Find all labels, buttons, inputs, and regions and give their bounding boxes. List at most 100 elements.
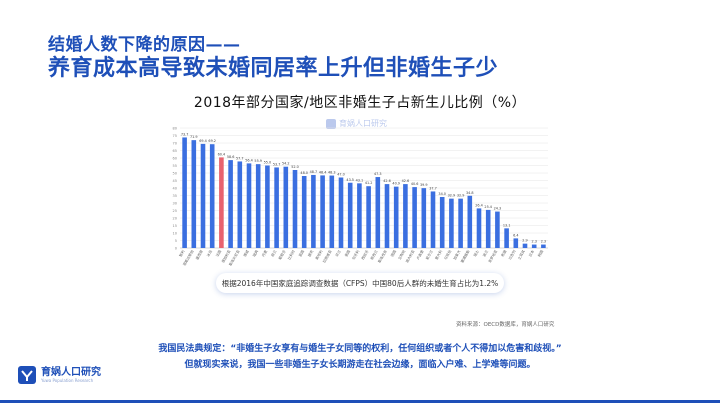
x-tick-label: 挪威 xyxy=(242,249,250,258)
x-tick-label: 匈牙利 xyxy=(351,249,361,261)
chart-title: 2018年部分国家/地区非婚生子占新生儿比例（%） xyxy=(193,95,527,111)
bar xyxy=(283,166,289,248)
x-tick-label: 英国 xyxy=(297,249,305,258)
x-tick-label: 葡萄牙 xyxy=(277,249,287,261)
x-tick-label: 土耳其 xyxy=(516,249,526,261)
y-tick-label: 25 xyxy=(173,209,177,213)
x-tick-label: 保加利亚 xyxy=(220,249,232,264)
y-tick-label: 40 xyxy=(173,187,177,191)
y-tick-label: 70 xyxy=(173,142,177,146)
bar xyxy=(384,184,390,248)
x-tick-label: 希腊 xyxy=(500,249,508,258)
bar xyxy=(347,182,353,248)
y-tick-label: 5 xyxy=(175,239,177,243)
y-tick-label: 20 xyxy=(173,217,177,221)
x-tick-label: 波兰 xyxy=(481,249,489,258)
y-tick-label: 80 xyxy=(173,127,177,131)
bar-value-label: 58.6 xyxy=(227,155,235,159)
bar-value-label: 37.7 xyxy=(429,186,437,190)
bar-value-label: 53.7 xyxy=(273,162,281,166)
bar-value-label: 42.6 xyxy=(402,179,410,183)
bar xyxy=(522,243,528,248)
bar-value-label: 47.3 xyxy=(374,172,382,176)
x-tick-label: 瑞典 xyxy=(251,249,259,258)
bar-value-label: 25.4 xyxy=(484,205,492,209)
x-tick-label: 美国 xyxy=(343,249,351,258)
x-tick-label: 冰岛 xyxy=(205,249,213,258)
bar-value-label: 71.9 xyxy=(190,135,198,139)
bar xyxy=(421,188,427,248)
x-tick-label: 智利 xyxy=(178,249,186,258)
bar-value-label: 2.9 xyxy=(522,239,527,243)
x-tick-label: 日本 xyxy=(527,249,535,258)
bar-value-label: 48.3 xyxy=(328,171,336,175)
bar-value-label: 6.4 xyxy=(513,233,518,237)
slide-title-line1: 结婚人数下降的原因—— xyxy=(48,35,241,55)
x-tick-label: 意大利 xyxy=(433,249,443,261)
bar xyxy=(504,228,509,248)
bar-value-label: 39.9 xyxy=(420,183,428,187)
bar-value-label: 73.7 xyxy=(181,132,189,136)
bar-value-label: 2.3 xyxy=(531,240,536,244)
bar xyxy=(265,165,270,248)
bar-value-label: 43.1 xyxy=(356,178,364,182)
bar xyxy=(403,184,408,248)
bar-value-label: 32.9 xyxy=(448,194,456,198)
bar-value-label: 57.7 xyxy=(236,156,244,160)
x-tick-label: 芬兰 xyxy=(334,249,342,258)
x-tick-label: 丹麦 xyxy=(260,249,268,258)
bar xyxy=(531,244,537,248)
bar xyxy=(219,157,224,248)
bar-value-label: 48.0 xyxy=(300,171,308,175)
quote-line1: 我国民法典规定：“非婚生子女享有与婚生子女同等的权利，任何组织或者个人不得加以危… xyxy=(158,344,562,354)
bar-value-label: 2.3 xyxy=(541,240,546,244)
bottom-accent-bar xyxy=(0,400,720,403)
y-tick-label: 75 xyxy=(173,134,177,138)
x-tick-label: 立陶宛 xyxy=(397,249,407,261)
bar xyxy=(209,144,215,248)
x-tick-label: 以色列 xyxy=(507,249,517,261)
bar xyxy=(292,170,298,248)
bar-value-label: 52.0 xyxy=(291,165,299,169)
logo-icon xyxy=(18,366,36,384)
x-tick-label: 西班牙 xyxy=(360,249,370,261)
y-tick-label: 60 xyxy=(173,157,177,161)
bar-value-label: 34.8 xyxy=(466,191,474,195)
bar xyxy=(458,198,463,248)
x-tick-label: 捷克 xyxy=(306,249,314,258)
bar xyxy=(301,176,307,248)
chart-gridlines xyxy=(180,127,548,249)
x-tick-label: 韩国 xyxy=(536,249,544,258)
logo-subtitle: Yuwa Population Research xyxy=(41,377,94,383)
x-tick-label: 德国 xyxy=(389,249,397,258)
bar-value-label: 55.9 xyxy=(254,159,262,163)
bar xyxy=(393,186,399,248)
bar xyxy=(513,238,519,248)
bar-value-label: 24.3 xyxy=(494,207,502,211)
bar-value-label: 48.4 xyxy=(319,170,327,174)
y-tick-label: 45 xyxy=(173,179,177,183)
y-tick-label: 35 xyxy=(173,194,177,198)
x-tick-label: 拉脱维亚 xyxy=(321,249,333,264)
bar-value-label: 41.2 xyxy=(365,181,373,185)
bar-value-label: 13.1 xyxy=(503,223,511,227)
brand-logo: 育娲人口研究 Yuwa Population Research xyxy=(18,366,101,384)
note-box: 根据2016年中国家庭追踪调查数据（CFPS）中国80后人群的未婚生育占比为1.… xyxy=(216,273,504,293)
bar xyxy=(495,211,500,248)
x-tick-label: 新西兰 xyxy=(369,249,379,261)
bar-value-label: 56.4 xyxy=(245,158,253,162)
y-tick-label: 15 xyxy=(173,224,177,228)
x-tick-label: 比利时 xyxy=(286,249,296,261)
watermark: 育娲人口研究 xyxy=(326,118,387,129)
bar xyxy=(485,209,491,248)
slide-title-line2: 养育成本高导致未婚同居率上升但非婚生子少 xyxy=(48,56,499,81)
x-tick-label: 荷兰 xyxy=(270,249,278,258)
bar xyxy=(412,187,417,248)
bar xyxy=(476,208,482,248)
bar-value-label: 40.9 xyxy=(392,182,400,186)
y-tick-label: 30 xyxy=(173,202,177,206)
x-tick-label: 爱尔兰 xyxy=(424,249,434,261)
bar xyxy=(311,174,316,248)
x-tick-label: 克罗地亚 xyxy=(487,249,499,264)
